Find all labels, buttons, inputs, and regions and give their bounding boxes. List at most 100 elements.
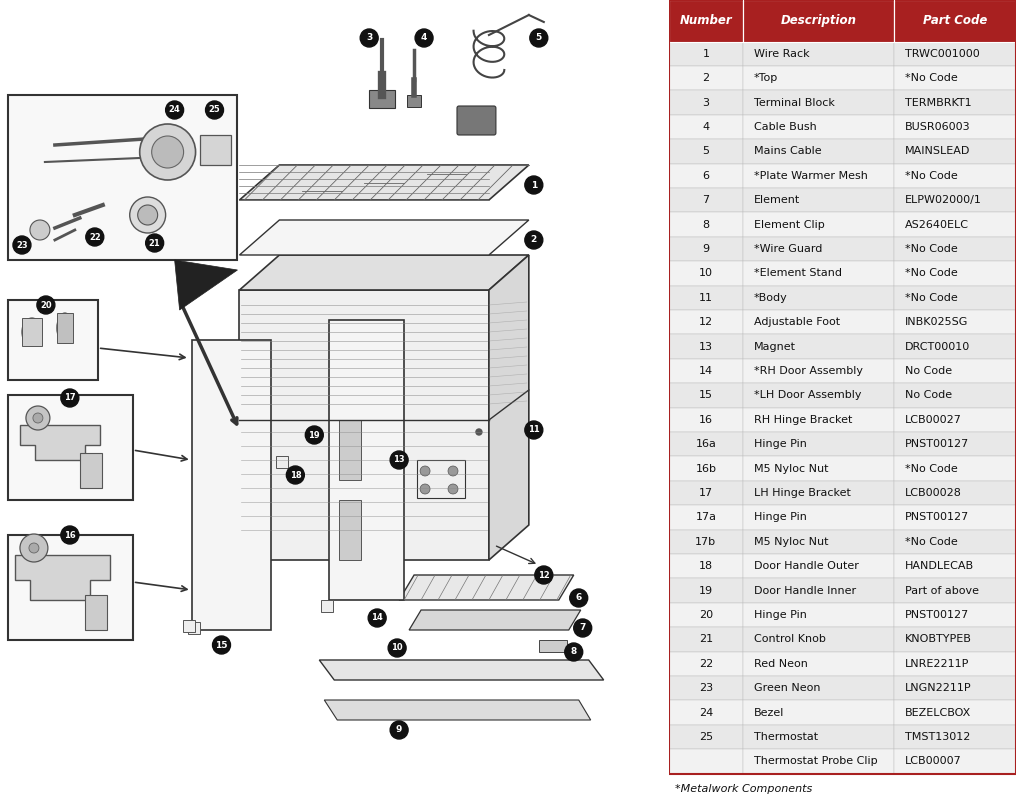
Text: 7: 7 xyxy=(702,195,709,206)
Text: BUSR06003: BUSR06003 xyxy=(905,122,970,132)
Bar xyxy=(744,261,894,286)
Bar xyxy=(80,453,102,488)
Bar xyxy=(894,506,1016,530)
Bar xyxy=(669,139,744,164)
Bar xyxy=(744,701,894,725)
Bar xyxy=(744,749,894,774)
Text: 5: 5 xyxy=(702,146,709,157)
Bar xyxy=(894,0,1016,42)
Text: PNST00127: PNST00127 xyxy=(905,610,969,620)
Bar xyxy=(22,318,42,346)
Bar xyxy=(894,66,1016,90)
Bar xyxy=(369,90,395,108)
Bar xyxy=(669,188,744,213)
Text: PNST00127: PNST00127 xyxy=(905,439,969,450)
Text: *No Code: *No Code xyxy=(905,170,957,181)
Text: Hinge Pin: Hinge Pin xyxy=(754,610,807,620)
Circle shape xyxy=(420,484,430,494)
Bar xyxy=(669,213,744,237)
Bar xyxy=(84,595,107,630)
Text: 3: 3 xyxy=(702,98,709,108)
Bar xyxy=(669,701,744,725)
Bar xyxy=(744,66,894,90)
Bar xyxy=(894,383,1016,408)
Text: LCB00028: LCB00028 xyxy=(905,488,962,498)
Text: 7: 7 xyxy=(579,623,586,633)
Polygon shape xyxy=(489,255,529,560)
Bar xyxy=(744,286,894,310)
Text: 1: 1 xyxy=(702,49,709,59)
Text: 18: 18 xyxy=(290,470,301,479)
Circle shape xyxy=(85,228,104,246)
Bar xyxy=(321,600,333,612)
Text: 3: 3 xyxy=(366,34,372,42)
Bar xyxy=(669,725,744,749)
Bar xyxy=(894,627,1016,651)
Text: 21: 21 xyxy=(148,238,161,247)
Text: 8: 8 xyxy=(571,647,577,657)
Bar xyxy=(669,383,744,408)
Text: Wire Rack: Wire Rack xyxy=(754,49,810,59)
Text: Magnet: Magnet xyxy=(754,342,796,352)
Polygon shape xyxy=(399,575,574,600)
Circle shape xyxy=(139,124,195,180)
Circle shape xyxy=(20,534,48,562)
Text: 13: 13 xyxy=(393,455,405,465)
Text: *Metalwork Components: *Metalwork Components xyxy=(676,785,813,794)
Text: 15: 15 xyxy=(215,641,228,650)
Bar xyxy=(894,725,1016,749)
Text: LNRE2211P: LNRE2211P xyxy=(905,659,969,669)
Text: 16: 16 xyxy=(699,414,713,425)
Text: 17b: 17b xyxy=(695,537,716,547)
Circle shape xyxy=(130,197,166,233)
Text: Terminal Block: Terminal Block xyxy=(754,98,834,108)
Text: *No Code: *No Code xyxy=(905,537,957,547)
Text: 20: 20 xyxy=(40,301,52,310)
Text: 4: 4 xyxy=(702,122,709,132)
Bar xyxy=(744,42,894,66)
Polygon shape xyxy=(324,700,590,720)
Bar xyxy=(894,456,1016,481)
Text: 12: 12 xyxy=(537,570,550,579)
Text: Description: Description xyxy=(781,14,856,27)
Bar xyxy=(276,456,289,468)
Text: 24: 24 xyxy=(699,707,713,718)
Circle shape xyxy=(525,176,543,194)
Text: 19: 19 xyxy=(699,586,713,595)
Bar xyxy=(57,313,73,343)
Bar xyxy=(669,90,744,115)
Circle shape xyxy=(151,136,184,168)
Circle shape xyxy=(37,296,55,314)
Bar xyxy=(669,530,744,554)
Text: Part of above: Part of above xyxy=(905,586,978,595)
Bar xyxy=(669,578,744,603)
Circle shape xyxy=(390,451,408,469)
Bar xyxy=(894,749,1016,774)
Text: 5: 5 xyxy=(535,34,542,42)
Bar xyxy=(669,66,744,90)
Circle shape xyxy=(212,636,231,654)
Bar xyxy=(744,408,894,432)
Polygon shape xyxy=(240,290,489,560)
Text: 22: 22 xyxy=(699,659,713,669)
Text: 9: 9 xyxy=(396,726,402,734)
Circle shape xyxy=(166,101,184,119)
Text: Door Handle Inner: Door Handle Inner xyxy=(754,586,855,595)
Polygon shape xyxy=(240,165,529,200)
Bar xyxy=(8,535,133,640)
Bar xyxy=(669,237,744,261)
Bar xyxy=(669,651,744,676)
Bar xyxy=(183,620,195,632)
Bar xyxy=(199,135,232,165)
Circle shape xyxy=(570,589,587,607)
Text: M5 Nyloc Nut: M5 Nyloc Nut xyxy=(754,537,828,547)
Polygon shape xyxy=(329,320,404,600)
Bar xyxy=(894,164,1016,188)
Text: 11: 11 xyxy=(528,426,539,434)
Text: INBK025SG: INBK025SG xyxy=(905,317,968,327)
Text: 16a: 16a xyxy=(695,439,716,450)
Text: 15: 15 xyxy=(699,390,713,400)
Bar xyxy=(669,554,744,578)
Text: *No Code: *No Code xyxy=(905,268,957,278)
Text: M5 Nyloc Nut: M5 Nyloc Nut xyxy=(754,464,828,474)
